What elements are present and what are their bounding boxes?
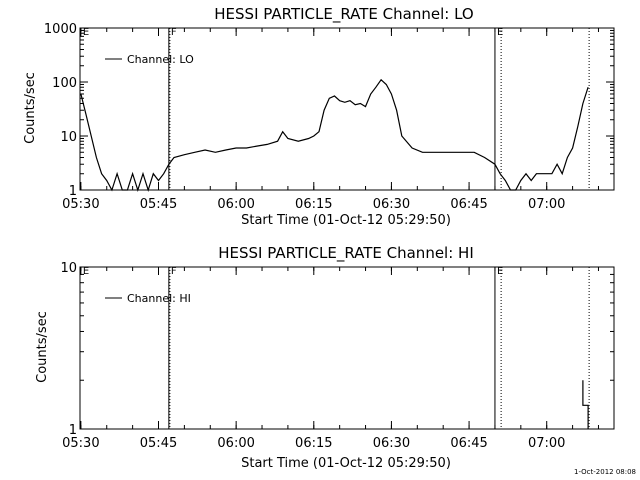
y-ticks: 1 10 100 1000: [44, 22, 614, 199]
x-tick-label: 06:45: [450, 197, 487, 212]
footer-timestamp: 1-Oct-2012 08:08: [574, 468, 636, 476]
marker-label: F: [171, 27, 177, 38]
marker-label: E: [83, 27, 89, 38]
plot-frame: [79, 266, 615, 430]
marker-label: E: [83, 266, 89, 277]
x-tick-label: 05:30: [62, 197, 99, 212]
x-tick-label: 05:30: [62, 436, 99, 451]
series-group: [582, 380, 589, 429]
x-tick-label: 06:00: [217, 436, 254, 451]
x-tick-label: 06:15: [295, 436, 332, 451]
legend-label: Channel: LO: [127, 53, 194, 66]
x-tick-label: 07:00: [528, 436, 565, 451]
panel-lo: HESSI PARTICLE_RATE Channel: LO Counts/s…: [23, 5, 615, 228]
y-tick-label: 1000: [44, 22, 77, 37]
legend-label: Channel: HI: [127, 292, 191, 305]
chart-title: HESSI PARTICLE_RATE Channel: LO: [214, 5, 473, 24]
x-axis-label: Start Time (01-Oct-12 05:29:50): [241, 456, 451, 471]
chart-title: HESSI PARTICLE_RATE Channel: HI: [218, 244, 474, 263]
y-tick-label: 1: [69, 423, 77, 438]
marker-label: F: [171, 266, 177, 277]
series-line: [582, 380, 589, 429]
x-ticks: 05:30 05:45 06:00 06:15 06:30 06:45 07:00: [62, 28, 599, 212]
x-ticks: 05:30 05:45 06:00 06:15 06:30 06:45 07:00: [62, 267, 599, 451]
x-axis-label: Start Time (01-Oct-12 05:29:50): [241, 213, 451, 228]
y-tick-label: 10: [60, 261, 77, 276]
x-tick-label: 05:45: [140, 197, 177, 212]
x-tick-label: 06:15: [295, 197, 332, 212]
marker-label: E: [497, 266, 503, 277]
y-ticks: 1 10: [60, 261, 614, 438]
x-tick-label: 06:30: [373, 197, 410, 212]
panel-hi: HESSI PARTICLE_RATE Channel: HI Counts/s…: [35, 244, 615, 471]
series-line: [80, 78, 589, 192]
plot-frame: [79, 27, 615, 191]
y-tick-label: 10: [60, 130, 77, 145]
series-group: [80, 78, 589, 192]
x-tick-label: 06:30: [373, 436, 410, 451]
y-tick-label: 1: [69, 184, 77, 199]
x-tick-label: 07:00: [528, 197, 565, 212]
x-tick-label: 05:45: [140, 436, 177, 451]
y-axis-label: Counts/sec: [35, 311, 50, 383]
y-tick-label: 100: [52, 76, 77, 91]
x-tick-label: 06:45: [450, 436, 487, 451]
x-tick-label: 06:00: [217, 197, 254, 212]
y-axis-label: Counts/sec: [23, 72, 38, 144]
marker-label: E: [497, 27, 503, 38]
